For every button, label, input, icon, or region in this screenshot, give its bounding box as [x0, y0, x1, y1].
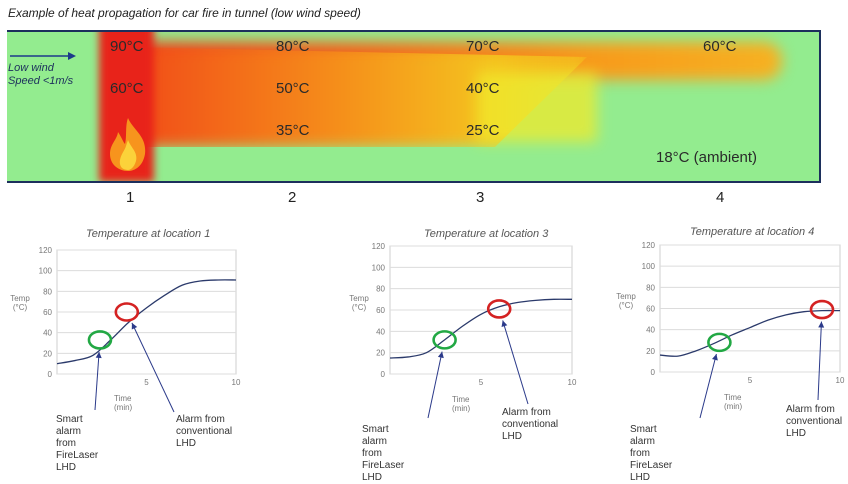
- y-tick-label: 0: [48, 370, 53, 379]
- alarm-arrow-head: [818, 321, 825, 328]
- alarm-arrow: [502, 320, 529, 405]
- alarm-arrow: [131, 322, 175, 413]
- temp-label-80: 80°C: [276, 38, 310, 55]
- conventional-alarm-marker: [809, 299, 835, 320]
- y-tick-label: 0: [651, 368, 656, 377]
- y-tick-label: 60: [376, 306, 385, 315]
- temperature-curve: [659, 309, 841, 357]
- temperature-curve: [389, 298, 573, 359]
- alarm-arrow-head: [95, 351, 102, 359]
- temp-label-25: 25°C: [466, 122, 500, 139]
- y-tick-label: 40: [646, 326, 655, 335]
- y-tick-label: 120: [642, 241, 656, 250]
- tunnel-heat-map: [7, 30, 821, 183]
- graph-title-3: Temperature at location 3: [424, 228, 549, 240]
- graph-x-title-1: Time (min): [114, 394, 133, 412]
- smart-alarm-marker: [432, 330, 457, 350]
- alarm-arrow-head: [437, 351, 444, 359]
- location-label-1: 1: [126, 189, 135, 206]
- conv-alarm-note-4: Alarm from conventional LHD: [786, 404, 843, 439]
- location-label-4: 4: [716, 189, 725, 206]
- graph-x-title-3: Time (min): [452, 395, 471, 413]
- wind-label: Low wind Speed <1m/s: [8, 52, 76, 88]
- y-tick-label: 80: [376, 285, 385, 294]
- y-tick-label: 100: [372, 263, 386, 272]
- y-tick-label: 40: [43, 329, 52, 338]
- location-label-3: 3: [476, 189, 485, 206]
- temp-label-ambient: 18°C (ambient): [656, 149, 758, 166]
- temperature-chart-1: 0 20 40 60 80 100 120 5 10: [39, 246, 241, 413]
- conv-alarm-note-1: Alarm from conventional LHD: [176, 414, 233, 449]
- y-tick-label: 60: [646, 305, 655, 314]
- y-tick-label: 100: [642, 262, 656, 271]
- temp-label-60: 60°C: [110, 80, 144, 97]
- conventional-alarm-marker: [486, 299, 512, 319]
- x-tick-label: 10: [568, 378, 577, 387]
- smart-alarm-marker: [87, 330, 113, 350]
- temp-label-90: 90°C: [110, 38, 144, 55]
- x-tick-label: 5: [144, 378, 149, 387]
- x-tick-label: 10: [232, 378, 241, 387]
- alarm-arrow-head: [131, 322, 138, 330]
- wind-arrow-icon: [10, 52, 76, 60]
- y-tick-label: 20: [646, 347, 655, 356]
- y-tick-label: 80: [43, 287, 52, 296]
- location-label-2: 2: [288, 189, 297, 206]
- x-tick-label: 10: [836, 376, 845, 385]
- x-tick-label: 5: [479, 378, 484, 387]
- y-tick-label: 0: [381, 370, 386, 379]
- temp-label-40: 40°C: [466, 80, 500, 97]
- graph-y-title-4: Temp (°C): [616, 292, 636, 310]
- y-tick-label: 100: [39, 267, 53, 276]
- graph-x-title-4: Time (min): [724, 393, 743, 411]
- temperature-chart-3: 0 20 40 60 80 100 120 5 10: [372, 242, 577, 419]
- y-tick-label: 20: [43, 349, 52, 358]
- x-tick-label: 5: [748, 376, 753, 385]
- graph-y-title-1: Temp (°C): [10, 294, 30, 312]
- graph-title-1: Temperature at location 1: [86, 228, 211, 240]
- alarm-arrow-head: [712, 353, 718, 361]
- y-tick-label: 60: [43, 308, 52, 317]
- smart-alarm-note-4: Smart alarm from FireLaser LHD: [630, 424, 673, 483]
- y-tick-label: 20: [376, 349, 385, 358]
- wind-label-line1: Low wind: [8, 62, 54, 74]
- y-tick-label: 120: [372, 242, 386, 251]
- heat-zone-yellow: [477, 72, 597, 142]
- wind-label-line2: Speed <1m/s: [8, 75, 74, 87]
- graph-title-4: Temperature at location 4: [690, 226, 815, 238]
- y-tick-label: 80: [646, 283, 655, 292]
- diagram-caption: Example of heat propagation for car fire…: [8, 6, 361, 20]
- temp-label-60-top: 60°C: [703, 38, 737, 55]
- fire-icon: [110, 118, 146, 171]
- temp-label-35: 35°C: [276, 122, 310, 139]
- graph-y-title-3: Temp (°C): [349, 294, 369, 312]
- alarm-arrow: [94, 351, 100, 411]
- conventional-alarm-marker: [114, 302, 140, 322]
- conv-alarm-note-3: Alarm from conventional LHD: [502, 407, 559, 442]
- smart-alarm-marker: [707, 332, 732, 353]
- alarm-arrow: [817, 321, 822, 401]
- temperature-chart-4: 0 20 40 60 80 100 120 5 10: [642, 241, 845, 419]
- y-tick-label: 40: [376, 327, 385, 336]
- y-tick-label: 120: [39, 246, 53, 255]
- alarm-arrow-head: [501, 320, 508, 328]
- temp-label-70: 70°C: [466, 38, 500, 55]
- alarm-arrow: [427, 351, 443, 419]
- temperature-curve: [56, 279, 237, 365]
- alarm-arrow: [699, 353, 717, 419]
- temp-label-50: 50°C: [276, 80, 310, 97]
